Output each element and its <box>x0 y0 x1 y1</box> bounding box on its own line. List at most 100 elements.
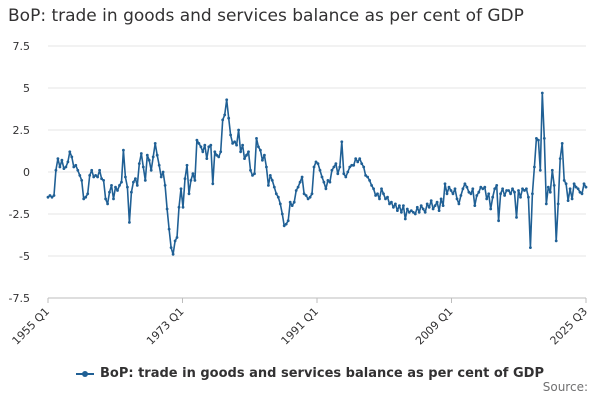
data-point[interactable] <box>544 202 548 206</box>
data-point[interactable] <box>302 192 306 196</box>
data-point[interactable] <box>296 185 300 189</box>
data-point[interactable] <box>205 157 209 161</box>
data-point[interactable] <box>322 180 326 184</box>
data-point[interactable] <box>223 113 227 117</box>
data-point[interactable] <box>116 189 119 192</box>
data-point[interactable] <box>231 142 235 145</box>
data-point[interactable] <box>94 174 97 177</box>
data-point[interactable] <box>362 165 366 169</box>
data-point[interactable] <box>276 195 280 199</box>
data-point[interactable] <box>135 184 139 187</box>
data-point[interactable] <box>336 172 340 176</box>
data-point[interactable] <box>86 192 90 196</box>
data-point[interactable] <box>243 157 246 161</box>
data-point[interactable] <box>74 163 78 167</box>
data-point[interactable] <box>267 184 270 187</box>
data-point[interactable] <box>479 185 483 189</box>
data-point[interactable] <box>453 187 457 191</box>
data-point[interactable] <box>114 185 117 189</box>
data-point[interactable] <box>457 202 461 206</box>
data-point[interactable] <box>433 204 437 208</box>
data-point[interactable] <box>400 210 403 214</box>
data-point[interactable] <box>157 163 161 167</box>
data-point[interactable] <box>574 185 578 189</box>
data-point[interactable] <box>340 140 344 144</box>
data-point[interactable] <box>132 180 135 184</box>
data-point[interactable] <box>501 187 504 191</box>
data-point[interactable] <box>165 207 169 211</box>
data-point[interactable] <box>153 142 157 145</box>
data-point[interactable] <box>64 165 68 169</box>
data-point[interactable] <box>578 190 582 194</box>
data-point[interactable] <box>360 162 364 166</box>
data-point[interactable] <box>521 187 524 191</box>
data-point[interactable] <box>538 168 542 172</box>
data-point[interactable] <box>554 239 558 243</box>
data-point[interactable] <box>181 205 185 209</box>
data-point[interactable] <box>217 155 221 159</box>
data-point[interactable] <box>237 128 241 132</box>
data-point[interactable] <box>489 207 493 211</box>
data-point[interactable] <box>199 145 203 149</box>
data-point[interactable] <box>580 192 584 196</box>
data-point[interactable] <box>274 192 278 196</box>
data-point[interactable] <box>191 172 195 176</box>
data-point[interactable] <box>310 192 314 196</box>
data-point[interactable] <box>370 184 373 187</box>
data-point[interactable] <box>229 133 233 137</box>
data-point[interactable] <box>467 190 471 194</box>
data-point[interactable] <box>201 150 205 154</box>
data-point[interactable] <box>270 179 274 182</box>
data-point[interactable] <box>527 195 530 199</box>
data-point[interactable] <box>288 200 292 204</box>
data-point[interactable] <box>330 168 334 172</box>
data-point[interactable] <box>197 142 201 145</box>
data-point[interactable] <box>461 187 465 191</box>
data-point[interactable] <box>126 185 129 189</box>
data-point[interactable] <box>227 116 231 120</box>
data-point[interactable] <box>465 185 469 189</box>
data-point[interactable] <box>282 224 286 228</box>
data-point[interactable] <box>548 190 552 194</box>
data-point[interactable] <box>525 187 528 191</box>
data-point[interactable] <box>463 182 467 186</box>
data-point[interactable] <box>68 150 72 154</box>
data-point[interactable] <box>423 210 427 214</box>
data-point[interactable] <box>147 158 151 162</box>
data-point[interactable] <box>314 160 318 164</box>
data-point[interactable] <box>284 222 288 226</box>
data-point[interactable] <box>88 174 92 177</box>
data-point[interactable] <box>130 190 133 194</box>
data-point[interactable] <box>568 187 572 191</box>
data-point[interactable] <box>511 187 514 191</box>
data-point[interactable] <box>187 192 191 196</box>
data-point[interactable] <box>523 189 526 192</box>
data-point[interactable] <box>566 199 570 203</box>
data-point[interactable] <box>122 148 125 152</box>
data-point[interactable] <box>161 170 165 174</box>
data-point[interactable] <box>300 175 304 179</box>
data-point[interactable] <box>358 157 362 161</box>
data-point[interactable] <box>112 197 115 201</box>
data-point[interactable] <box>374 194 377 197</box>
data-point[interactable] <box>139 152 143 155</box>
data-point[interactable] <box>304 194 308 197</box>
data-point[interactable] <box>572 182 576 186</box>
data-point[interactable] <box>366 175 369 179</box>
data-point[interactable] <box>435 200 439 204</box>
data-point[interactable] <box>405 207 409 211</box>
data-point[interactable] <box>352 163 356 167</box>
data-point[interactable] <box>298 180 302 184</box>
data-point[interactable] <box>257 145 260 149</box>
data-point[interactable] <box>233 140 237 144</box>
data-point[interactable] <box>477 190 481 194</box>
data-point[interactable] <box>245 153 248 157</box>
data-point[interactable] <box>46 195 50 199</box>
data-point[interactable] <box>320 175 324 179</box>
data-point[interactable] <box>495 184 499 187</box>
data-point[interactable] <box>382 192 385 196</box>
data-point[interactable] <box>503 194 506 197</box>
data-point[interactable] <box>338 165 342 169</box>
data-point[interactable] <box>225 98 229 102</box>
data-point[interactable] <box>332 165 336 169</box>
